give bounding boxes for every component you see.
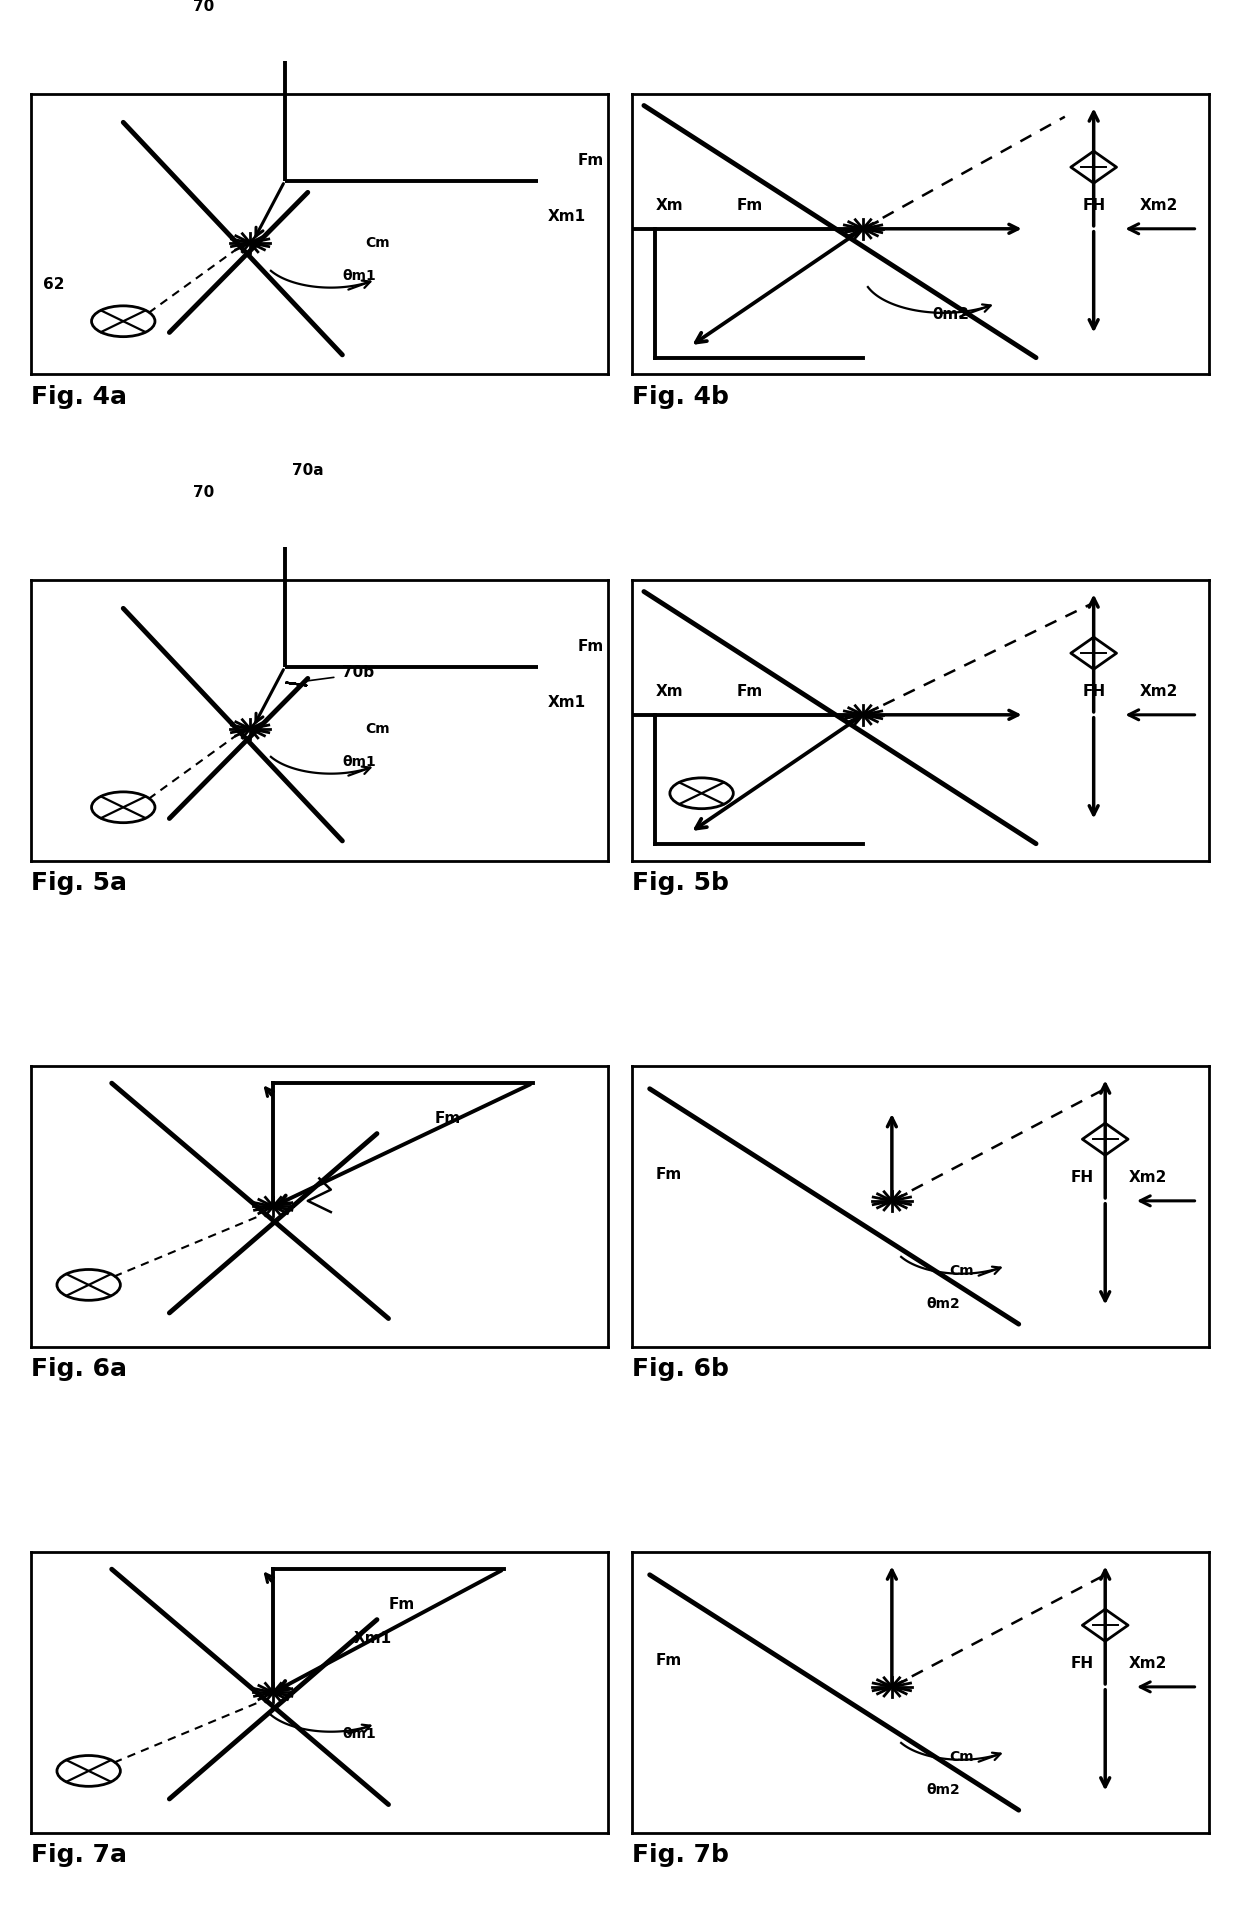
Text: FH: FH: [1070, 1655, 1094, 1671]
Text: Cm: Cm: [950, 1749, 975, 1762]
Text: θm1: θm1: [342, 269, 376, 284]
Text: Fig. 4b: Fig. 4b: [632, 385, 729, 410]
Text: θm1: θm1: [342, 754, 376, 770]
Text: θm2: θm2: [926, 1297, 960, 1311]
Text: Xm1: Xm1: [548, 695, 587, 711]
Text: Fig. 5a: Fig. 5a: [31, 871, 126, 895]
Text: Fig. 7b: Fig. 7b: [632, 1842, 729, 1867]
Text: Xm2: Xm2: [1128, 1170, 1167, 1185]
Text: θm1: θm1: [342, 1726, 376, 1741]
Text: Xm2: Xm2: [1140, 198, 1178, 213]
Text: Fig. 6a: Fig. 6a: [31, 1356, 126, 1381]
Text: Xm1: Xm1: [353, 1631, 392, 1646]
Text: Xm: Xm: [656, 684, 683, 699]
Text: Fm: Fm: [737, 684, 763, 699]
Text: Fig. 6b: Fig. 6b: [632, 1356, 729, 1381]
Text: Xm2: Xm2: [1140, 684, 1178, 699]
Text: Fm: Fm: [388, 1596, 414, 1612]
Text: Fm: Fm: [577, 152, 604, 168]
Text: Fm: Fm: [577, 638, 604, 653]
Text: 70: 70: [193, 486, 215, 499]
Text: 62: 62: [42, 276, 64, 291]
Text: FH: FH: [1083, 684, 1105, 699]
Text: Xm1: Xm1: [548, 210, 587, 225]
Text: Cm: Cm: [366, 722, 391, 735]
Text: Fig. 4a: Fig. 4a: [31, 385, 126, 410]
Text: Fm: Fm: [737, 198, 763, 213]
Text: FH: FH: [1083, 198, 1105, 213]
Text: Fm: Fm: [434, 1111, 461, 1126]
Text: 70a: 70a: [291, 463, 324, 478]
Text: 70b: 70b: [342, 665, 374, 680]
Text: Fig. 5b: Fig. 5b: [632, 871, 729, 895]
Text: Fm: Fm: [656, 1168, 682, 1181]
Text: Xm2: Xm2: [1128, 1655, 1167, 1671]
Text: Fig. 7a: Fig. 7a: [31, 1842, 126, 1867]
Text: θm2: θm2: [926, 1783, 960, 1796]
Text: FH: FH: [1070, 1170, 1094, 1185]
Text: Xm: Xm: [656, 198, 683, 213]
Text: 70: 70: [193, 0, 215, 13]
Text: θm2: θm2: [932, 307, 970, 322]
Text: Fm: Fm: [656, 1654, 682, 1667]
Text: Cm: Cm: [950, 1263, 975, 1276]
Text: Cm: Cm: [366, 236, 391, 250]
